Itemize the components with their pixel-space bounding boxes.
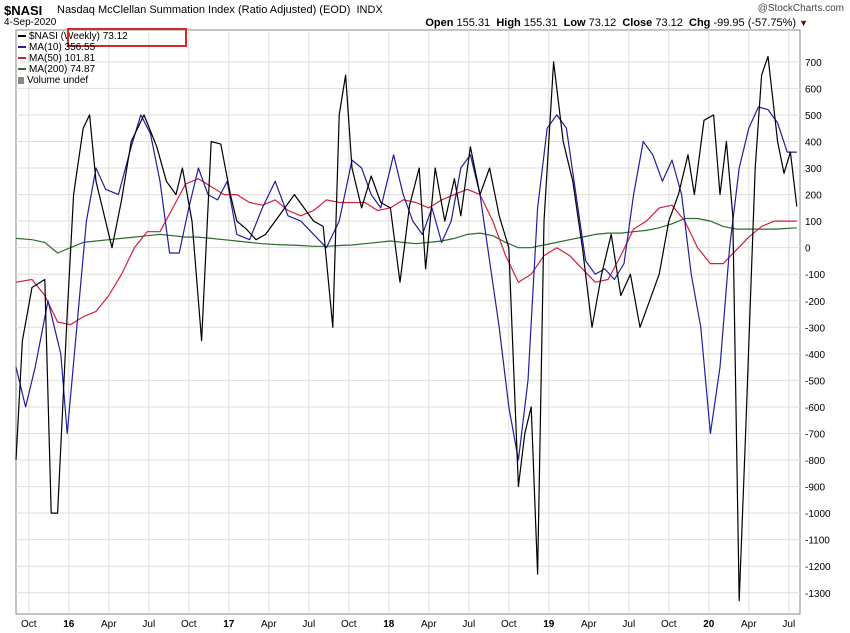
ohlc-readout: Open 155.31 High 155.31 Low 73.12 Close … (425, 17, 808, 29)
x-tick-label: 17 (223, 619, 235, 630)
x-tick-label: Oct (661, 619, 677, 630)
legend-label-ma50: MA(50) 101.81 (29, 53, 96, 64)
watermark: @StockCharts.com (757, 3, 844, 14)
description-text: Nasdaq McClellan Summation Index (Ratio … (57, 4, 351, 16)
highlight-box (67, 28, 187, 47)
series-line-ma200 (15, 217, 797, 254)
legend-swatch-ma10 (18, 46, 26, 49)
y-tick-label: -200 (805, 297, 825, 308)
legend-item-ma50: MA(50) 101.81 (18, 53, 128, 64)
symbol-label: $NASI (4, 3, 43, 18)
exchange-label: INDX (356, 4, 383, 16)
legend-label-volume: Volume undef (27, 75, 89, 86)
y-tick-label: 200 (805, 191, 822, 202)
y-tick-label: -800 (805, 456, 825, 467)
x-tick-label: Apr (581, 619, 597, 630)
y-tick-label: 0 (805, 244, 811, 255)
series-line-nasi (15, 55, 798, 602)
y-tick-label: -1000 (805, 509, 831, 520)
chg-label: Chg (689, 17, 711, 29)
x-tick-label: Oct (181, 619, 197, 630)
y-tick-label: 300 (805, 164, 822, 175)
y-tick-label: -700 (805, 429, 825, 440)
legend-item-ma10: MA(10) 356.55 (18, 42, 128, 53)
x-tick-label: Jul (622, 619, 635, 630)
y-tick-label: -600 (805, 403, 825, 414)
close-value: 73.12 (655, 17, 683, 29)
chart-header: $NASI Nasdaq McClellan Summation Index (… (0, 0, 850, 30)
x-tick-label: Apr (421, 619, 437, 630)
x-tick-label: 20 (703, 619, 715, 630)
legend-item-volume: Volume undef (18, 75, 128, 86)
open-value: 155.31 (456, 17, 491, 29)
legend-label-nasi: $NASI (Weekly) 73.12 (29, 31, 128, 42)
date-label: 4-Sep-2020 (4, 17, 57, 28)
down-arrow-icon: ▼ (799, 18, 808, 28)
low-value: 73.12 (588, 17, 617, 29)
y-tick-label: -1300 (805, 589, 831, 600)
legend-label-ma200: MA(200) 74.87 (29, 64, 96, 75)
series-line-ma10 (15, 106, 797, 461)
volume-icon (18, 76, 24, 84)
y-tick-label: -1100 (805, 536, 830, 547)
y-tick-label: 600 (805, 84, 822, 95)
series-line-ma50 (15, 178, 797, 326)
high-label: High (496, 17, 521, 29)
plot-area (15, 29, 801, 615)
x-tick-label: Jul (142, 619, 155, 630)
y-tick-label: -300 (805, 323, 825, 334)
x-tick-label: Jul (462, 619, 475, 630)
x-tick-label: Jul (782, 619, 795, 630)
high-value: 155.31 (523, 17, 558, 29)
x-tick-label: Apr (101, 619, 117, 630)
x-tick-label: Jul (302, 619, 315, 630)
y-tick-label: 100 (805, 217, 822, 228)
chg-value: -99.95 (-57.75%) (713, 17, 797, 29)
x-tick-label: Apr (741, 619, 757, 630)
y-tick-label: -500 (805, 376, 825, 387)
y-tick-label: 400 (805, 137, 822, 148)
y-tick-label: 700 (805, 58, 822, 69)
x-tick-label: 19 (543, 619, 555, 630)
y-tick-label: -1200 (805, 562, 831, 573)
legend-swatch-ma200 (18, 68, 26, 71)
legend: $NASI (Weekly) 73.12 MA(10) 356.55 MA(50… (18, 28, 187, 86)
y-tick-label: -100 (805, 270, 825, 281)
legend-item-nasi: $NASI (Weekly) 73.12 (18, 28, 187, 47)
x-tick-label: 18 (383, 619, 395, 630)
y-tick-label: -900 (805, 483, 825, 494)
x-tick-label: Oct (341, 619, 357, 630)
legend-item-ma200: MA(200) 74.87 (18, 64, 128, 75)
legend-label-ma10: MA(10) 356.55 (29, 42, 96, 53)
close-label: Close (622, 17, 653, 29)
y-tick-label: -400 (805, 350, 825, 361)
legend-swatch-nasi (18, 35, 26, 38)
y-tick-label: 500 (805, 111, 822, 122)
x-tick-label: 16 (63, 619, 75, 630)
x-tick-label: Apr (261, 619, 277, 630)
low-label: Low (563, 17, 586, 29)
x-tick-label: Oct (21, 619, 37, 630)
open-label: Open (425, 17, 454, 29)
legend-swatch-ma50 (18, 57, 26, 60)
x-tick-label: Oct (501, 619, 517, 630)
chart-description: Nasdaq McClellan Summation Index (Ratio … (57, 4, 383, 16)
